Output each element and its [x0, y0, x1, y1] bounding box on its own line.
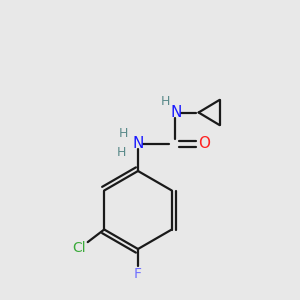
Text: H: H	[117, 146, 126, 160]
Text: Cl: Cl	[72, 241, 86, 254]
Text: F: F	[134, 267, 142, 281]
Text: N: N	[132, 136, 144, 152]
Text: N: N	[170, 105, 182, 120]
Text: H: H	[160, 94, 170, 108]
Text: O: O	[198, 136, 210, 152]
Text: H: H	[118, 127, 128, 140]
